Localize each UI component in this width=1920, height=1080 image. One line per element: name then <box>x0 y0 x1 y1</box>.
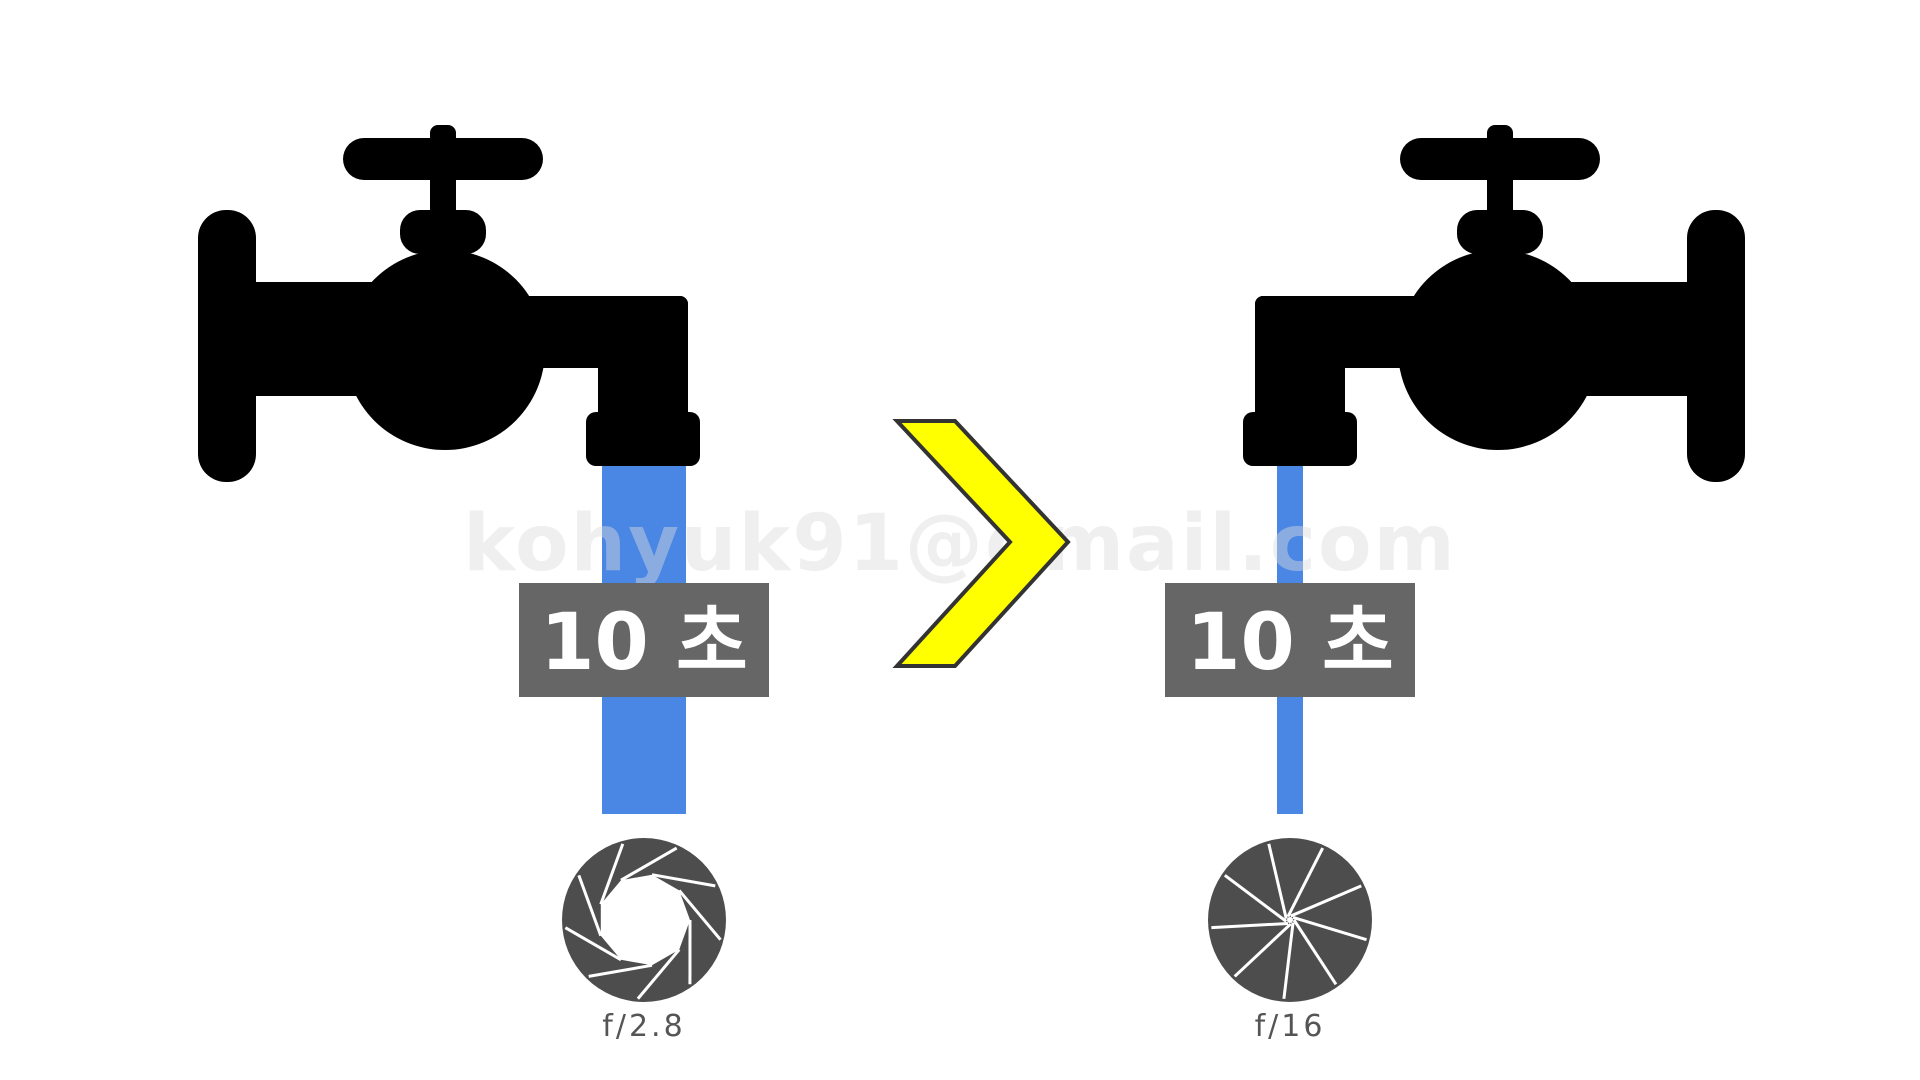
right-aperture-blade-seam <box>1286 847 1325 918</box>
left-aperture-blade-seam <box>577 874 603 937</box>
right-time-label: 10 초 <box>1165 583 1415 697</box>
right-faucet-flange <box>1687 210 1745 482</box>
right-faucet-icon <box>1243 125 1745 482</box>
left-time-label: 10 초 <box>519 583 769 697</box>
left-time-text: 10 초 <box>540 598 747 688</box>
left-faucet-flange <box>198 210 256 482</box>
left-aperture-wide-icon <box>562 838 726 1002</box>
right-aperture-opening <box>1287 917 1293 923</box>
right-time-label-bg <box>1165 583 1415 697</box>
right-aperture-blade-seam <box>1223 874 1288 923</box>
right-faucet-bonnet <box>1457 210 1543 254</box>
left-faucet-icon <box>198 125 700 482</box>
left-aperture-opening <box>600 874 690 966</box>
left-faucet-stem <box>430 125 456 220</box>
right-aperture-blade-seam <box>1290 884 1362 918</box>
right-aperture-label: f/16 <box>1255 1009 1326 1044</box>
left-time-label-bg <box>519 583 769 697</box>
left-aperture-blade-seam <box>599 843 625 905</box>
left-aperture-blade-seam <box>651 873 716 888</box>
right-faucet-nozzle <box>1243 412 1357 466</box>
left-aperture-blade-seam <box>588 963 653 978</box>
left-aperture-blade-seam <box>564 926 622 962</box>
left-faucet-spout-down <box>598 296 688 446</box>
right-time-text: 10 초 <box>1186 598 1393 688</box>
right-aperture-blade-seam <box>1233 922 1292 978</box>
right-aperture-blade-seam <box>1282 922 1295 999</box>
right-aperture-blade-seam <box>1292 919 1338 986</box>
left-faucet-nozzle <box>586 412 700 466</box>
left-aperture-blade-seam <box>678 889 722 941</box>
left-aperture-blade-seam <box>636 948 681 1000</box>
left-faucet-bonnet <box>400 210 486 254</box>
right-aperture-narrow-icon <box>1208 838 1372 1002</box>
left-aperture-label: f/2.8 <box>602 1009 685 1044</box>
right-faucet-stem <box>1487 125 1513 220</box>
watermark: kohyuk91@gmail.com <box>463 499 1457 589</box>
right-aperture-blade-seam <box>1211 921 1289 930</box>
left-aperture-blade-seam <box>620 846 678 882</box>
right-aperture-blade-seam <box>1267 843 1288 919</box>
right-aperture-blade-seam <box>1292 915 1367 942</box>
greater-than-chevron-icon <box>892 419 1071 668</box>
right-faucet-spout-down <box>1255 296 1345 446</box>
